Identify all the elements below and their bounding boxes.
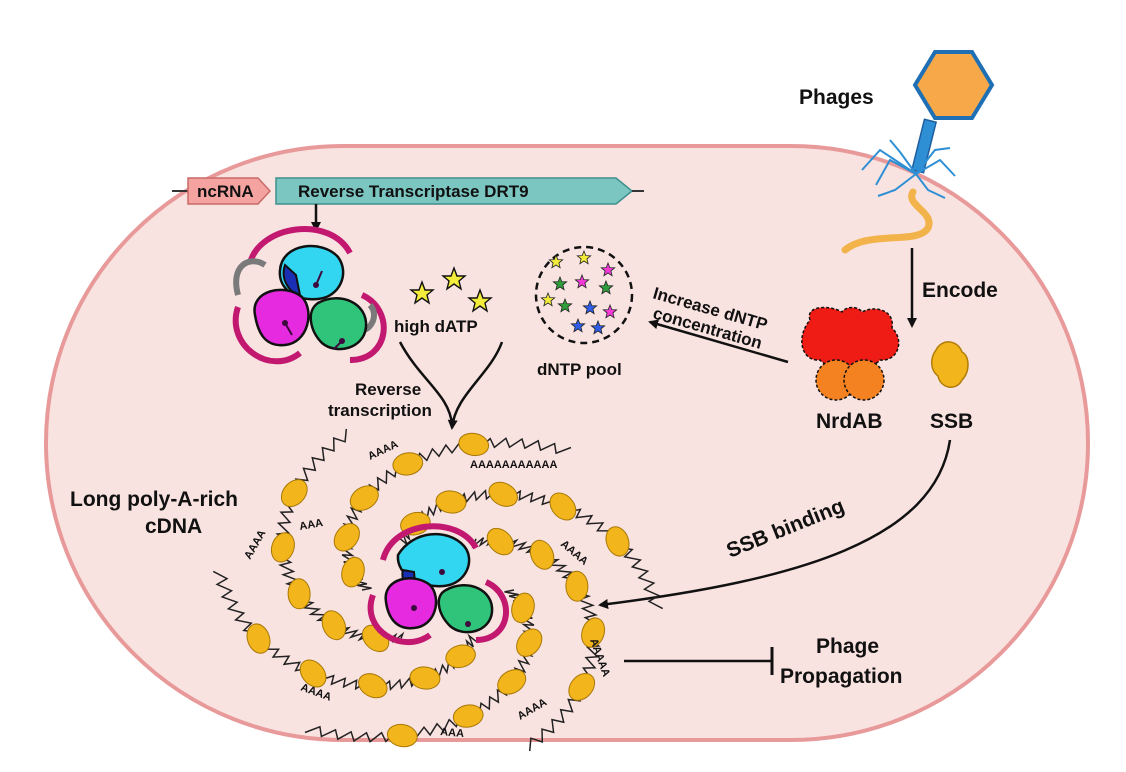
ssb-protein bbox=[392, 452, 424, 476]
rt-subunit-green bbox=[309, 297, 368, 351]
ssb-protein bbox=[529, 539, 555, 570]
datp-stars bbox=[409, 266, 493, 313]
cdna-strand bbox=[304, 589, 538, 743]
datp-star bbox=[409, 280, 435, 305]
transcription-label: transcription bbox=[328, 401, 432, 420]
cdna-strand bbox=[212, 570, 477, 692]
ssb-protein bbox=[246, 623, 271, 654]
dntp-star bbox=[540, 291, 556, 307]
drt9-trimer-complex bbox=[232, 226, 387, 365]
datp-star bbox=[441, 266, 467, 291]
ssb-label: SSB bbox=[930, 410, 973, 433]
cdna-label-line1: Long poly-A-rich bbox=[70, 488, 238, 511]
ssb-protein bbox=[486, 527, 515, 556]
encode-label: Encode bbox=[922, 279, 998, 302]
dntp-pool bbox=[534, 245, 634, 345]
ssb-protein bbox=[605, 526, 630, 557]
phage-tail-fibers bbox=[861, 139, 956, 199]
ssb-protein bbox=[565, 570, 589, 602]
dntp-star bbox=[570, 317, 586, 333]
ssb-protein bbox=[358, 673, 388, 699]
ssb-protein bbox=[931, 341, 969, 388]
dntp-star bbox=[598, 279, 614, 295]
cdna-label-line2: cDNA bbox=[145, 515, 202, 538]
ssb-protein bbox=[458, 432, 490, 457]
polya-tag: AAA bbox=[440, 726, 465, 740]
ssb-protein bbox=[341, 556, 365, 588]
ncrna-gene-arrow bbox=[187, 177, 272, 205]
high-datp-label: high dATP bbox=[394, 317, 478, 336]
rt-subunit-magenta bbox=[253, 288, 310, 347]
cdna-strand bbox=[399, 488, 664, 610]
polya-tag: AAAAAAAAAAA bbox=[470, 459, 557, 471]
nrdab-label: NrdAB bbox=[816, 410, 883, 433]
ssb-protein bbox=[516, 628, 543, 657]
ssb-protein bbox=[549, 492, 577, 521]
phage-capsid bbox=[912, 50, 995, 120]
dntp-star bbox=[548, 253, 564, 269]
ssb-protein bbox=[270, 532, 295, 563]
polya-tag: AAA bbox=[298, 517, 324, 533]
phage-genome bbox=[841, 188, 933, 254]
ssb-protein bbox=[299, 659, 327, 688]
propagation-label: Propagation bbox=[780, 665, 903, 688]
cdna-ssb-spiral: AAAAAAAAAAAAAAAAAAAAAAAAAAAAAAAAAAAAAAAA… bbox=[212, 428, 664, 752]
dntp-star bbox=[576, 249, 592, 265]
phages-label: Phages bbox=[799, 86, 874, 109]
ssb-protein bbox=[568, 672, 596, 701]
ssb-protein bbox=[435, 490, 467, 514]
phage bbox=[841, 50, 995, 254]
ssb-protein bbox=[581, 617, 606, 648]
ssb-protein bbox=[452, 704, 484, 728]
ssb-protein bbox=[349, 485, 379, 511]
drt9-trimer-center bbox=[367, 523, 510, 646]
phage-label: Phage bbox=[816, 635, 879, 658]
ncrna-label: ncRNA bbox=[197, 182, 254, 201]
dntp-star bbox=[552, 275, 568, 291]
ssb-protein bbox=[409, 666, 441, 690]
ssb-protein bbox=[445, 644, 476, 669]
ssb-protein bbox=[287, 578, 311, 610]
dntp-star bbox=[557, 297, 573, 313]
dntp-star bbox=[582, 299, 598, 315]
ssb-protein bbox=[497, 669, 527, 695]
ssb-protein bbox=[321, 610, 347, 641]
ssb-protein bbox=[333, 523, 360, 552]
nrdab-enzyme bbox=[801, 306, 900, 401]
cdna-strand bbox=[471, 536, 601, 752]
dntp-star bbox=[574, 273, 590, 289]
rt-gene-label: Reverse Transcriptase DRT9 bbox=[298, 182, 529, 201]
gene-cassette: ncRNA Reverse Transcriptase DRT9 bbox=[172, 177, 644, 232]
cdna-strand bbox=[275, 428, 405, 644]
ssb-protein bbox=[280, 479, 308, 508]
dntp-star bbox=[590, 319, 606, 335]
datp-star bbox=[467, 288, 493, 313]
dntp-pool-label: dNTP pool bbox=[537, 360, 622, 379]
reverse-label: Reverse bbox=[355, 380, 421, 399]
nrdb-subunit-right bbox=[843, 359, 885, 401]
ssb-protein bbox=[488, 481, 518, 507]
ssb-protein bbox=[511, 592, 535, 624]
ssb-protein bbox=[386, 723, 418, 748]
bacterial-cell bbox=[44, 144, 1090, 742]
nrda-subunit bbox=[801, 306, 900, 370]
dntp-star bbox=[602, 303, 618, 319]
cdna-strand bbox=[338, 437, 572, 591]
dntp-star bbox=[600, 261, 616, 277]
rt-gene-arrow bbox=[275, 177, 634, 205]
